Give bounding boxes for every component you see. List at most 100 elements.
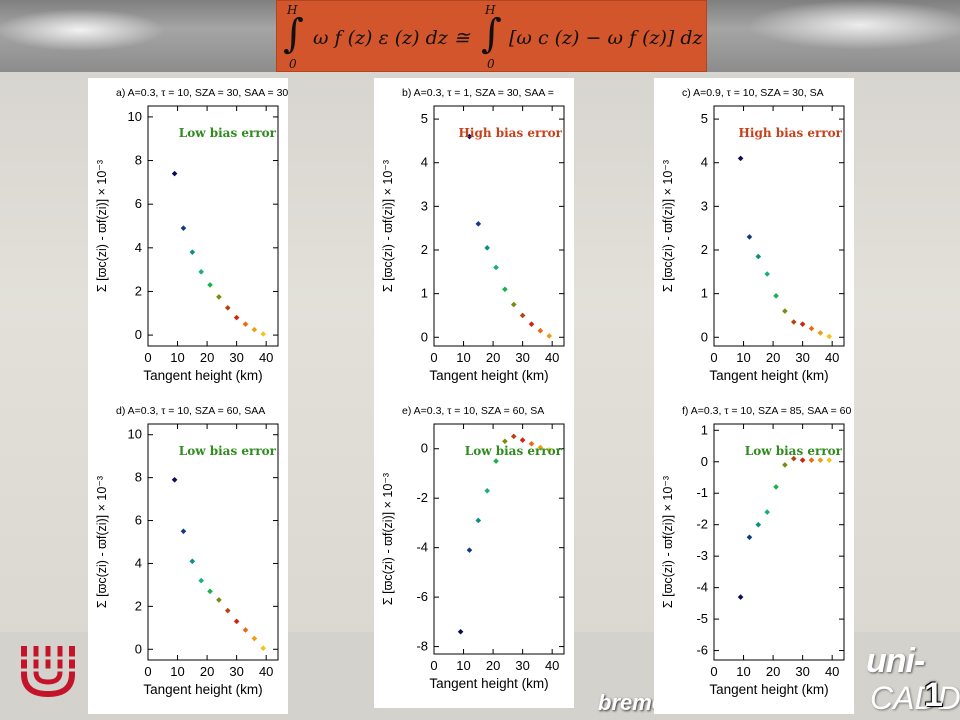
data-point (826, 333, 833, 340)
y-tick-label: 0 (135, 641, 142, 656)
data-point (808, 325, 815, 332)
x-tick-label: 20 (766, 664, 780, 679)
chart-svg: b) A=0.3, τ = 1, SZA = 30, SAA =0 10 20 30 4… (381, 87, 565, 383)
data-point (251, 326, 258, 333)
y-tick-label: -6 (416, 589, 428, 604)
data-point (799, 321, 806, 327)
x-tick-label: 0 (430, 350, 437, 365)
data-point (475, 517, 482, 524)
x-tick-label: 30 (515, 658, 529, 673)
data-point (189, 249, 196, 255)
data-point (519, 312, 526, 319)
data-point (755, 253, 762, 260)
x-tick-label: 10 (170, 350, 184, 365)
y-tick-label: 1 (421, 286, 428, 301)
data-point (484, 245, 490, 251)
data-point (180, 528, 187, 535)
y-tick-label: 0 (701, 454, 708, 469)
y-axis-label: Σ [ϖc(zi) - ϖf(zi)] × 10⁻³ (381, 160, 395, 292)
formula-upper-limit-1: H (287, 3, 298, 17)
data-point (493, 264, 499, 271)
footer-uni-text: uni- (866, 642, 925, 680)
y-tick-label: 10 (128, 109, 142, 124)
integral-sign-1: ∫ (283, 11, 304, 57)
data-point (457, 628, 464, 635)
y-tick-label: 4 (421, 155, 428, 170)
y-axis-label: Σ [ϖc(zi) - ϖf(zi)] × 10⁻³ (661, 160, 675, 292)
y-tick-label: -2 (696, 517, 708, 532)
y-axis-label: Σ [ϖc(zi) - ϖf(zi)] × 10⁻³ (95, 160, 109, 292)
data-point (260, 331, 267, 337)
data-point (537, 327, 544, 334)
data-point (782, 462, 788, 468)
y-tick-label: 2 (135, 283, 142, 298)
formula-lower-limit-2: 0 (487, 57, 495, 71)
y-tick-label: -5 (696, 611, 708, 626)
x-tick-label: 30 (229, 664, 243, 679)
data-point (773, 293, 779, 299)
data-point (493, 458, 499, 464)
chart-panel-e: e) A=0.3, τ = 10, SZA = 60, SA 0 10 20 30 40 -… (374, 396, 574, 708)
data-point (519, 437, 526, 443)
x-tick-label: 30 (795, 664, 809, 679)
data-point (207, 282, 213, 288)
y-tick-label: 2 (701, 242, 708, 257)
data-point (817, 457, 824, 463)
data-point (224, 607, 231, 614)
chart-panel-a: a) A=0.3, τ = 10, SZA = 30, SAA = 30 0 10 2… (88, 78, 288, 400)
data-point (502, 438, 508, 445)
data-point (746, 534, 753, 541)
chart-panel-b: b) A=0.3, τ = 1, SZA = 30, SAA = 0 10 20 30 4… (374, 78, 574, 400)
data-point (242, 321, 249, 327)
x-tick-label: 10 (170, 664, 184, 679)
data-point (808, 457, 815, 463)
plot-frame (147, 423, 279, 661)
chart-title: b) A=0.3, τ = 1, SZA = 30, SAA = (402, 87, 554, 99)
data-point (216, 294, 222, 300)
y-tick-label: 8 (135, 153, 142, 168)
data-point (799, 457, 806, 463)
y-tick-label: 0 (135, 327, 142, 342)
data-point (755, 521, 762, 528)
formula-lower-limit-1: 0 (289, 57, 297, 71)
data-point (764, 271, 770, 277)
y-tick-label: 4 (135, 555, 142, 570)
y-tick-label: 1 (701, 422, 708, 437)
plot-frame (713, 423, 845, 661)
data-point (790, 319, 797, 325)
data-point (466, 547, 473, 553)
plot-frame (147, 105, 279, 347)
chart-svg: c) A=0.9, τ = 10, SZA = 30, SA 0 10 20 30 40 0… (661, 87, 845, 383)
x-tick-label: 40 (259, 664, 273, 679)
y-tick-label: -6 (696, 643, 708, 658)
y-tick-label: 1 (701, 286, 708, 301)
x-tick-label: 30 (795, 350, 809, 365)
y-tick-label: -8 (416, 639, 428, 654)
bias-annotation: Low bias error (465, 444, 563, 458)
x-tick-label: 40 (259, 350, 273, 365)
x-tick-label: 20 (486, 350, 500, 365)
y-tick-label: 6 (135, 196, 142, 211)
data-point (502, 286, 508, 293)
data-point (189, 558, 196, 565)
x-tick-label: 30 (515, 350, 529, 365)
data-point (826, 457, 833, 463)
y-axis-label: Σ [ϖc(zi) - ϖf(zi)] × 10⁻³ (661, 476, 675, 608)
data-point (180, 225, 187, 231)
chart-svg: e) A=0.3, τ = 10, SZA = 60, SA 0 10 20 30 40 -… (381, 405, 565, 691)
y-tick-label: 4 (135, 240, 142, 255)
bias-annotation: Low bias error (745, 444, 843, 458)
x-axis-label: Tangent height (km) (143, 682, 262, 697)
x-tick-label: 0 (710, 350, 717, 365)
data-point (546, 333, 553, 339)
x-tick-label: 10 (736, 350, 750, 365)
x-axis-label: Tangent height (km) (143, 368, 262, 383)
x-tick-label: 0 (144, 350, 151, 365)
data-point (207, 588, 213, 595)
chart-title: f) A=0.3, τ = 10, SZA = 85, SAA = 60 (682, 405, 852, 417)
chart-panel-d: d) A=0.3, τ = 10, SZA = 60, SAA 0 10 20 30 40… (88, 396, 288, 714)
x-tick-label: 20 (486, 658, 500, 673)
formula-left-expression: ω f (z) ε (z) dz ≅ (313, 27, 470, 49)
data-point (790, 455, 797, 462)
